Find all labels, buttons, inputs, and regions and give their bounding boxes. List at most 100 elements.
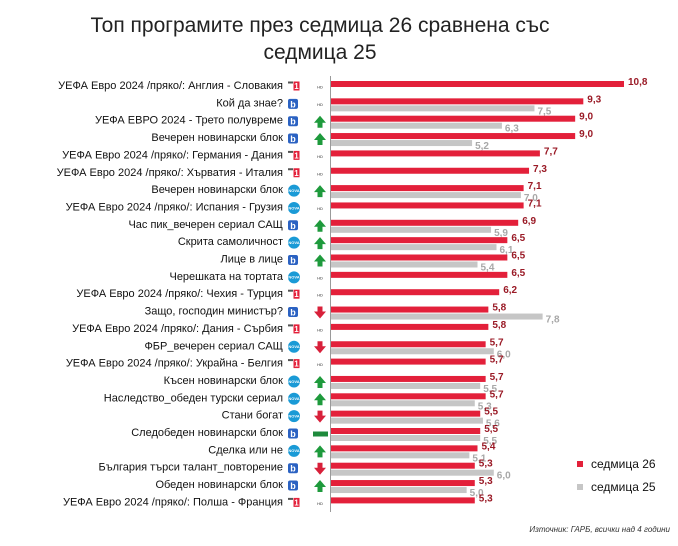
nova-logo-text: NOVA xyxy=(288,413,299,418)
trend-same-bar-icon xyxy=(313,431,328,437)
bnt-logo-mark xyxy=(288,324,293,327)
category-label: УЕФА Евро 2024 /пряко/: Англия - Словаки… xyxy=(58,80,283,92)
bar-week25 xyxy=(331,400,475,407)
btv-logo-icon xyxy=(288,307,298,318)
trend-down-arrow-icon xyxy=(314,462,326,475)
nova-logo-icon xyxy=(288,340,300,353)
chart-row: Черешката на тортата NOVA HD 6,5 xyxy=(169,268,526,284)
category-label: Следобеден новинарски блок xyxy=(131,427,283,439)
value-label-week25: 6,0 xyxy=(497,349,511,360)
value-label-week26: 9,3 xyxy=(587,94,601,105)
btv-logo-letter: b xyxy=(290,99,296,109)
legend: седмица 26 седмица 25 xyxy=(577,457,656,494)
value-label-week26: 6,5 xyxy=(511,268,525,279)
chart-row: Късен новинарски блок NOVA 5,55,7 xyxy=(164,372,504,395)
trend-up-arrow-icon xyxy=(314,375,326,388)
chart-row: Обеден новинарски блок b 5,05,3 xyxy=(155,476,493,499)
value-label-week26: 5,4 xyxy=(482,441,496,452)
trend-up-arrow-icon xyxy=(314,480,326,493)
nova-logo-icon xyxy=(288,392,300,405)
nova-logo-text: NOVA xyxy=(288,448,299,453)
nova-logo-text: NOVA xyxy=(288,188,299,193)
chart-row: Защо, господин министър? b 7,8 5,8 xyxy=(145,303,560,326)
value-label-week26: 5,5 xyxy=(484,424,498,435)
trend-down-arrow-icon xyxy=(314,410,326,423)
nova-logo-icon xyxy=(288,271,300,284)
nova-logo-text: NOVA xyxy=(288,379,299,384)
bar-week26 xyxy=(331,341,486,348)
category-label: Защо, господин министър? xyxy=(145,306,283,318)
bnt-logo-mark xyxy=(288,150,293,153)
bnt-logo-mark xyxy=(288,81,293,84)
btv-logo-letter: b xyxy=(290,308,296,318)
bnt1-logo-digit: 1 xyxy=(294,325,299,334)
bnt1-logo-digit: 1 xyxy=(294,498,299,507)
chart-row: УЕФА Евро 2024 /пряко/: Хърватия - Итали… xyxy=(57,164,548,179)
bnt1-logo-digit: 1 xyxy=(294,290,299,299)
chart-row: УЕФА Евро 2024 /пряко/: Дания - Сърбия 1 H… xyxy=(72,320,507,335)
nova-logo-icon xyxy=(288,236,300,249)
hd-logo-text: HD xyxy=(317,85,323,90)
chart-row: УЕФА Евро 2024 /пряко/: Полша - Франция 1… xyxy=(63,493,493,508)
bar-week26 xyxy=(331,133,576,140)
chart-row: Следобеден новинарски блок b 5,55,5 xyxy=(131,424,498,447)
bar-week26 xyxy=(331,497,475,504)
chart-row: УЕФА Евро 2024 /пряко/: Украйна - Белгия… xyxy=(66,355,504,370)
trend-down-arrow-icon xyxy=(314,306,326,319)
btv-logo-letter: b xyxy=(290,134,296,144)
value-label-week26: 5,8 xyxy=(492,320,506,331)
nova-logo-text: NOVA xyxy=(288,344,299,349)
category-label: Лице в лице xyxy=(221,254,283,266)
chart-row: България търси талант_повторение b 6,0 5,3 xyxy=(99,459,512,482)
btv-logo-icon xyxy=(288,116,298,127)
hd-logo-text: HD xyxy=(317,501,323,506)
value-label-week26: 5,5 xyxy=(484,407,498,418)
hd-logo-text: HD xyxy=(317,275,323,280)
hd-logo-text: HD xyxy=(317,102,323,107)
bnt1-logo-digit: 1 xyxy=(294,82,299,91)
bar-week26 xyxy=(331,480,475,487)
bar-week26 xyxy=(331,81,624,87)
value-label-week26: 9,0 xyxy=(579,129,593,140)
chart-row: Лице в лице b 5,4 6,5 xyxy=(221,251,526,274)
bar-week26 xyxy=(331,410,481,417)
value-label-week25: 5,1 xyxy=(472,453,486,464)
bnt-logo-mark xyxy=(288,289,293,292)
bar-week25 xyxy=(331,140,473,147)
nova-logo-icon xyxy=(288,375,300,388)
category-label: УЕФА Евро 2024 /пряко/: Чехия - Турция xyxy=(76,288,283,300)
trend-up-arrow-icon xyxy=(314,219,326,232)
legend-swatch-week26 xyxy=(577,461,583,467)
trend-down-arrow-icon xyxy=(314,341,326,354)
value-label-week26: 5,8 xyxy=(492,303,506,314)
hd-logo-text: HD xyxy=(317,171,323,176)
category-label: Кой да знае? xyxy=(216,97,283,109)
bar-week25 xyxy=(331,487,467,494)
bar-week25 xyxy=(331,382,481,389)
bar-week26 xyxy=(331,237,508,244)
value-label-week25: 5,5 xyxy=(483,384,497,395)
value-label-week26: 5,7 xyxy=(490,372,504,383)
btv-logo-icon xyxy=(288,480,298,491)
value-label-week26: 5,3 xyxy=(479,459,493,470)
bnt1-logo-icon xyxy=(293,359,300,369)
category-label: УЕФА ЕВРО 2024 - Трето полувреме xyxy=(95,115,283,127)
chart-row: УЕФА Евро 2024 /пряко/: Англия - Словаки… xyxy=(58,77,648,92)
value-label-week26: 5,7 xyxy=(490,389,504,400)
nova-logo-text: NOVA xyxy=(288,396,299,401)
legend-swatch-week25 xyxy=(577,484,583,490)
nova-logo-icon xyxy=(288,201,300,214)
bnt-logo-mark xyxy=(288,168,293,171)
category-label: Наследство_обеден турски сериал xyxy=(104,392,283,404)
chart-row: УЕФА Евро 2024 /пряко/: Чехия - Турция 1 H… xyxy=(76,285,517,300)
bar-week26 xyxy=(331,323,489,330)
chart-row: УЕФА Евро 2024 /пряко/: Германия - Дания… xyxy=(62,146,558,161)
category-label: Час пик_вечерен сериал САЩ xyxy=(128,219,283,231)
category-label: Сделка или не xyxy=(208,444,283,456)
bnt1-logo-icon xyxy=(293,168,300,178)
hd-logo-text: HD xyxy=(317,206,323,211)
chart-row: ФБР_вечерен сериал САЩ NOVA 6,05,7 xyxy=(144,337,511,360)
bar-week26 xyxy=(331,254,508,261)
btv-logo-letter: b xyxy=(290,117,296,127)
value-label-week26: 10,8 xyxy=(628,77,648,88)
